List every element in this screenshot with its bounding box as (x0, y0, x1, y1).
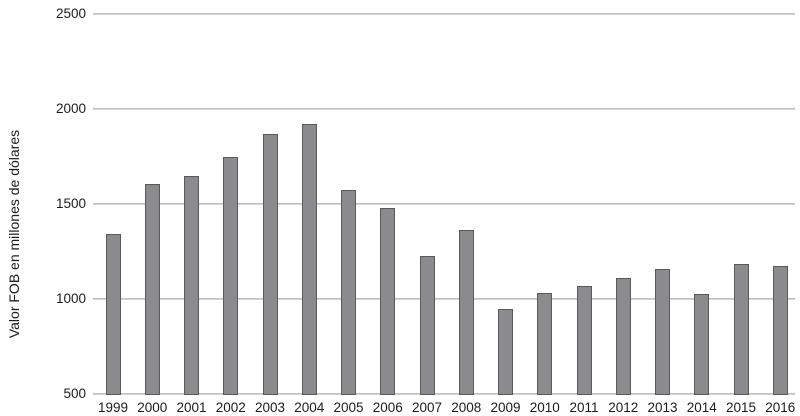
x-tick-label: 2014 (686, 400, 717, 415)
gridline (93, 298, 795, 300)
bar-2007 (419, 256, 435, 395)
bar-2001 (184, 175, 199, 395)
bar-2003 (262, 133, 278, 395)
x-tick-label: 2006 (372, 400, 403, 415)
x-tick-label: 2002 (215, 400, 246, 415)
y-tick-label: 500 (63, 386, 86, 401)
gridline (93, 13, 795, 15)
bar-2002 (223, 156, 239, 395)
x-tick-label: 2004 (294, 400, 325, 415)
x-tick-label: 2000 (137, 400, 168, 415)
x-tick-label: 2011 (569, 400, 599, 415)
gridline (93, 393, 795, 395)
bar-2010 (537, 293, 553, 395)
x-tick-label: 2010 (529, 400, 560, 415)
x-tick-label: 2001 (176, 400, 207, 415)
gridline (93, 203, 795, 205)
bar-2005 (341, 189, 356, 395)
x-tick-label: 2003 (254, 400, 286, 415)
x-tick-label: 2007 (411, 400, 443, 415)
bar-2014 (694, 294, 710, 395)
x-tick-label: 2016 (765, 400, 796, 415)
bar-2015 (733, 263, 749, 395)
y-tick-label: 2500 (55, 6, 86, 21)
y-tick-label: 1500 (55, 196, 86, 211)
bar-2004 (301, 124, 317, 395)
x-tick-label: 2013 (647, 400, 678, 415)
bar-2000 (144, 184, 160, 395)
y-tick-label: 2000 (55, 101, 86, 116)
bar-2013 (655, 268, 670, 395)
bar-2012 (615, 278, 631, 395)
bar-2011 (576, 285, 592, 395)
x-tick-label: 2005 (333, 400, 364, 415)
gridline (93, 108, 795, 110)
x-tick-label: 1999 (97, 400, 129, 415)
bar-2006 (380, 207, 396, 395)
bar-1999 (105, 234, 121, 395)
bar-2016 (772, 265, 788, 395)
x-tick-label: 2008 (451, 400, 482, 415)
bar-2008 (458, 229, 474, 395)
x-tick-label: 2012 (608, 400, 639, 415)
bar-2009 (498, 309, 513, 395)
x-tick-label: 2015 (725, 400, 757, 415)
y-tick-label: 1000 (55, 291, 86, 306)
x-tick-label: 2009 (490, 400, 521, 415)
